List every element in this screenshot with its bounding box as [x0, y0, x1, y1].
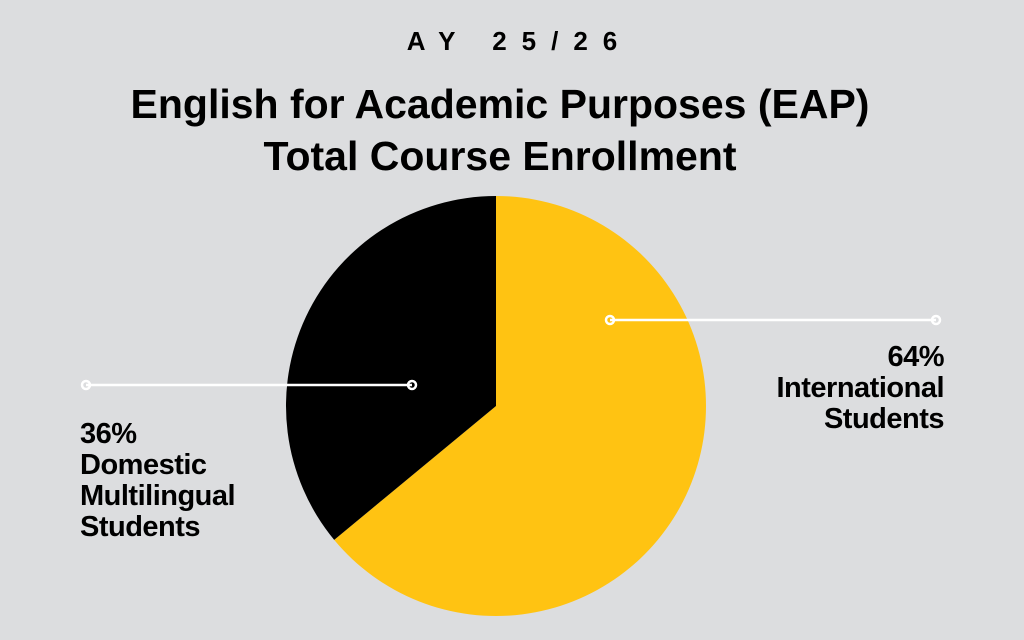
- chart-title: English for Academic Purposes (EAP) Tota…: [0, 78, 1000, 182]
- label-international-line-1: International: [776, 372, 944, 404]
- label-domestic: 36% Domestic Multilingual Students: [80, 418, 236, 543]
- chart-title-line-1: English for Academic Purposes (EAP): [130, 81, 870, 127]
- label-domestic-percent: 36%: [80, 418, 137, 450]
- leader-line-international: [604, 314, 942, 326]
- label-domestic-line-2: Multilingual: [80, 480, 236, 512]
- leader-line-domestic: [80, 379, 418, 391]
- leader-dot-icon: [406, 379, 418, 391]
- label-domestic-line-1: Domestic: [80, 449, 207, 481]
- leader-dot-icon: [80, 379, 92, 391]
- label-international: 64% International Students: [776, 342, 944, 435]
- leader-dot-icon: [604, 314, 616, 326]
- label-international-percent: 64%: [887, 341, 944, 373]
- label-domestic-line-3: Students: [80, 511, 201, 543]
- pie-slice-domestic: [285, 196, 496, 540]
- academic-year-subtitle: AY 25/26: [406, 26, 633, 56]
- leader-dot-icon: [930, 314, 942, 326]
- label-international-line-2: Students: [823, 403, 945, 435]
- pie-slice-international: [334, 196, 706, 616]
- chart-title-line-2: Total Course Enrollment: [263, 133, 737, 179]
